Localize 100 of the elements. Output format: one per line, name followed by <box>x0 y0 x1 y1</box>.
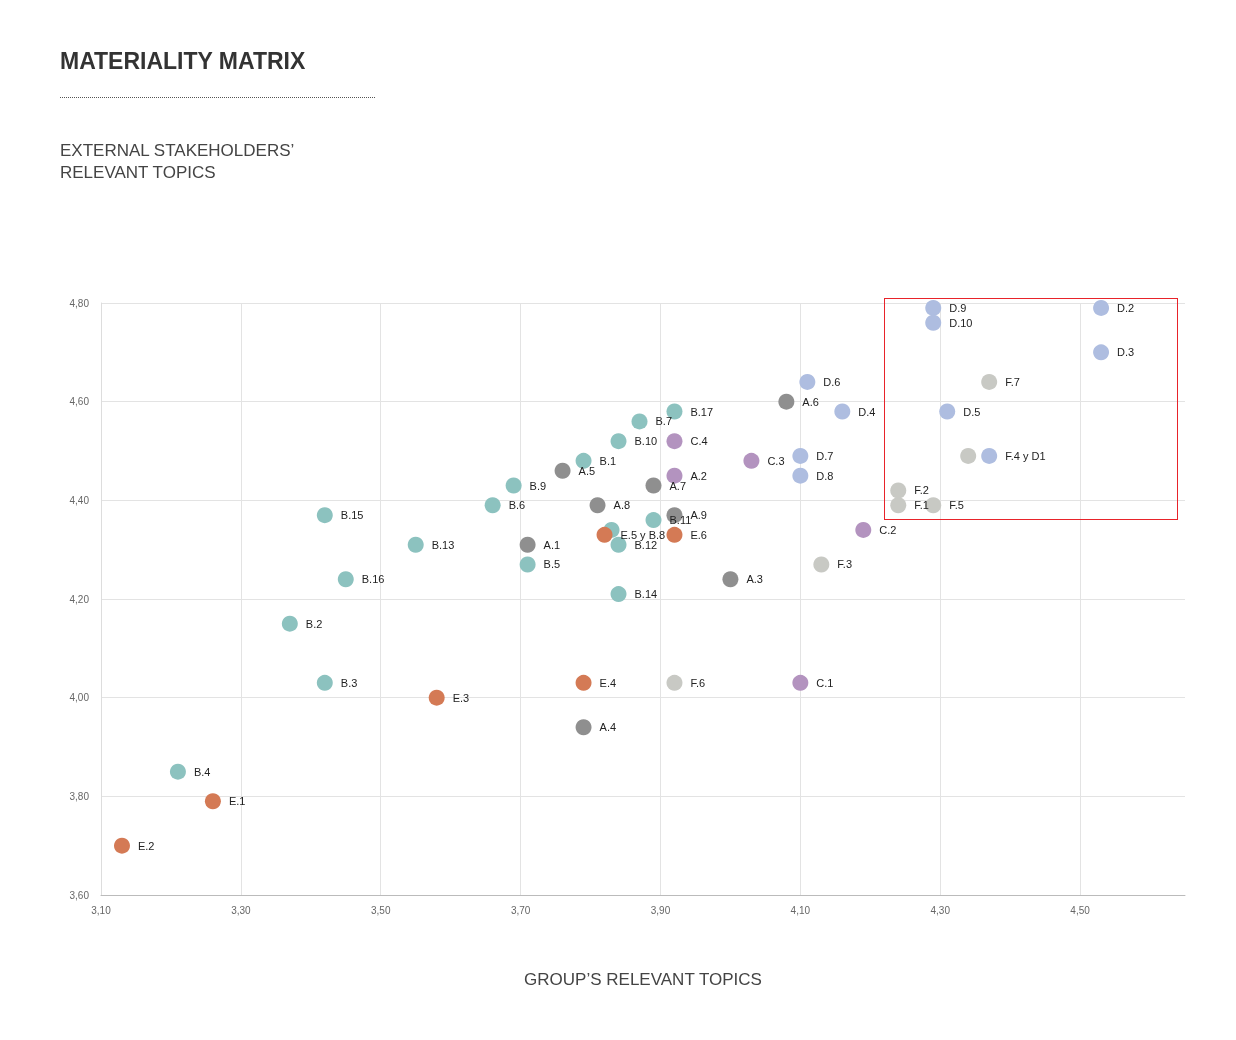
point <box>666 674 683 691</box>
data-label: B.15 <box>340 509 364 522</box>
point <box>316 507 333 524</box>
data-label: F.6 <box>690 676 706 689</box>
x-tick-label: 4,10 <box>790 904 811 916</box>
data-label: D.9 <box>949 301 967 314</box>
point <box>407 536 424 553</box>
y-tick-label: 3,80 <box>69 790 90 802</box>
point <box>1093 299 1110 316</box>
point <box>1093 344 1110 361</box>
y-tick-label: 4,60 <box>69 396 90 408</box>
point <box>519 556 536 573</box>
data-label: B.1 <box>599 454 617 467</box>
point <box>337 571 354 588</box>
data-label: B.5 <box>543 558 561 571</box>
data-label: F.4 y D1 <box>1005 449 1046 462</box>
x-tick-label: 3,10 <box>91 904 112 916</box>
point <box>778 393 795 410</box>
data-label: A.1 <box>543 538 561 551</box>
data-label: B.17 <box>690 405 714 418</box>
y-tick-label: 3,60 <box>69 889 90 901</box>
x-axis-title: GROUP’S RELEVANT TOPICS <box>523 970 763 990</box>
data-label: A.3 <box>746 573 763 586</box>
data-label: A.9 <box>690 509 707 522</box>
point <box>890 497 907 514</box>
point <box>114 837 130 854</box>
point <box>981 373 998 390</box>
point <box>554 462 571 479</box>
point <box>596 526 613 543</box>
point <box>575 452 592 469</box>
data-label: B.2 <box>305 617 323 630</box>
x-tick-label: 3,50 <box>371 904 391 916</box>
data-label: B.11 <box>669 514 692 527</box>
data-label: B.7 <box>655 415 673 428</box>
data-label: E.1 <box>228 795 246 808</box>
point <box>792 674 809 691</box>
data-label: B.9 <box>529 479 547 492</box>
data-label: C.2 <box>879 523 897 536</box>
data-label: A.8 <box>613 499 631 512</box>
data-label: A.7 <box>669 479 687 492</box>
data-label: D.5 <box>963 405 981 418</box>
data-label: D.10 <box>949 316 973 329</box>
data-label: D.3 <box>1117 346 1135 359</box>
point <box>169 763 186 780</box>
point <box>792 467 809 484</box>
x-tick-label: 4,50 <box>1070 904 1091 916</box>
point <box>666 526 683 543</box>
point <box>834 403 851 420</box>
data-label: D.6 <box>823 375 841 388</box>
point <box>925 299 942 316</box>
point <box>610 586 627 603</box>
y-tick-label: 4,80 <box>69 297 90 309</box>
y-tick-label: 4,20 <box>69 593 90 605</box>
x-tick-label: 4,30 <box>930 904 951 916</box>
data-label: A.6 <box>802 395 819 408</box>
data-label: E.6 <box>690 528 707 541</box>
point <box>813 556 830 573</box>
point <box>484 497 501 514</box>
text: EXTERNAL STAKEHOLDERS’ RELEVANT TOPICS <box>60 140 295 184</box>
y-tick-label: 4,00 <box>69 692 90 704</box>
point <box>589 497 606 514</box>
y-tick-label: 4,40 <box>69 494 90 506</box>
point <box>575 674 592 691</box>
data-label: B.14 <box>634 588 658 601</box>
data-label: F.2 <box>914 484 929 497</box>
point <box>925 314 942 331</box>
point <box>743 452 760 469</box>
point <box>575 719 592 736</box>
x-tick-label: 3,90 <box>650 904 671 916</box>
data-label: F.5 <box>949 499 964 512</box>
point <box>890 482 907 499</box>
data-label: D.7 <box>816 449 834 462</box>
data-label: A.4 <box>599 721 617 734</box>
data-label: C.1 <box>816 676 834 689</box>
data-label: F.1 <box>914 499 929 512</box>
data-label: A.2 <box>690 469 707 482</box>
point <box>799 373 816 390</box>
data-label: D.2 <box>1117 301 1135 314</box>
point <box>981 447 998 464</box>
point <box>316 674 333 691</box>
point <box>281 615 298 632</box>
data-label: B.10 <box>634 435 658 448</box>
data-label: D.4 <box>858 405 876 418</box>
data-label: C.3 <box>767 454 785 467</box>
point <box>666 467 683 484</box>
point <box>939 403 956 420</box>
data-label: B.13 <box>431 538 455 551</box>
point <box>631 413 648 430</box>
point <box>722 571 739 588</box>
point <box>645 477 662 494</box>
data-label: B.4 <box>193 765 211 778</box>
point <box>645 512 662 529</box>
data-label: E.2 <box>137 839 155 852</box>
point <box>204 793 221 810</box>
data-label: E.3 <box>452 691 470 704</box>
point <box>428 689 445 706</box>
data-label: D.8 <box>816 469 834 482</box>
point <box>505 477 522 494</box>
data-label: C.4 <box>690 435 708 448</box>
data-label: B.3 <box>340 676 358 689</box>
